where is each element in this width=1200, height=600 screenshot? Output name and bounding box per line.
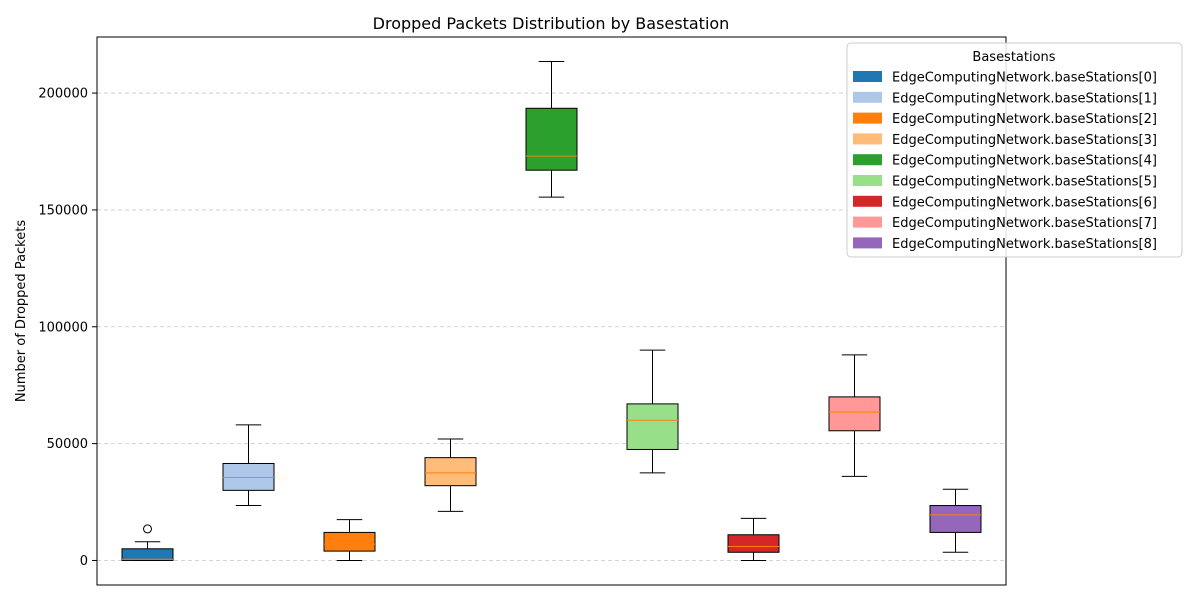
legend-swatch <box>853 237 882 249</box>
legend-swatch <box>853 112 882 124</box>
plot-area-frame <box>96 36 1007 586</box>
iqr-box <box>424 457 477 487</box>
legend-label: EdgeComputingNetwork.baseStations[1] <box>892 91 1157 106</box>
iqr-box <box>828 396 881 432</box>
legend-swatch <box>853 71 882 82</box>
y-tick-label: 50000 <box>47 437 88 452</box>
box-7 <box>828 354 881 477</box>
legend-label: EdgeComputingNetwork.baseStations[5] <box>892 175 1157 190</box>
y-tick-label: 100000 <box>38 320 88 335</box>
box-6 <box>727 517 780 561</box>
boxes <box>121 61 982 561</box>
legend-swatch <box>853 133 882 145</box>
legend: Basestations EdgeComputingNetwork.baseSt… <box>846 42 1183 258</box>
legend-swatch <box>853 154 882 166</box>
box-0 <box>121 524 174 561</box>
legend-swatch <box>853 195 882 207</box>
y-tick-label: 0 <box>80 554 88 569</box>
legend-frame <box>846 42 1183 258</box>
y-tick-label: 150000 <box>38 203 88 218</box>
legend-title: Basestations <box>972 50 1055 65</box>
box-8 <box>929 488 982 553</box>
y-axis-label: Number of Dropped Packets <box>14 220 29 402</box>
box-1 <box>222 424 275 507</box>
box-5 <box>626 349 679 474</box>
iqr-box <box>929 505 982 533</box>
legend-label: EdgeComputingNetwork.baseStations[2] <box>892 112 1157 127</box>
box-3 <box>424 438 477 512</box>
outlier-point <box>143 524 152 534</box>
iqr-box <box>626 403 679 450</box>
iqr-box <box>727 534 780 553</box>
y-axis-ticks: 0 50000 100000 150000 200000 <box>38 87 97 569</box>
box-2 <box>323 519 376 561</box>
box-4 <box>525 61 578 198</box>
legend-label: EdgeComputingNetwork.baseStations[7] <box>892 216 1157 231</box>
iqr-box <box>323 531 376 552</box>
legend-label: EdgeComputingNetwork.baseStations[4] <box>892 154 1157 169</box>
legend-label: EdgeComputingNetwork.baseStations[6] <box>892 195 1157 210</box>
iqr-box <box>121 548 174 561</box>
legend-swatch <box>853 216 882 228</box>
legend-label: EdgeComputingNetwork.baseStations[8] <box>892 237 1157 252</box>
y-tick-label: 200000 <box>38 87 88 102</box>
legend-swatch <box>853 91 882 103</box>
chart-title: Dropped Packets Distribution by Basestat… <box>373 14 730 33</box>
legend-swatch <box>853 175 882 186</box>
iqr-box <box>222 462 275 491</box>
iqr-box <box>525 107 578 171</box>
legend-label: EdgeComputingNetwork.baseStations[3] <box>892 133 1157 148</box>
legend-label: EdgeComputingNetwork.baseStations[0] <box>892 71 1157 86</box>
